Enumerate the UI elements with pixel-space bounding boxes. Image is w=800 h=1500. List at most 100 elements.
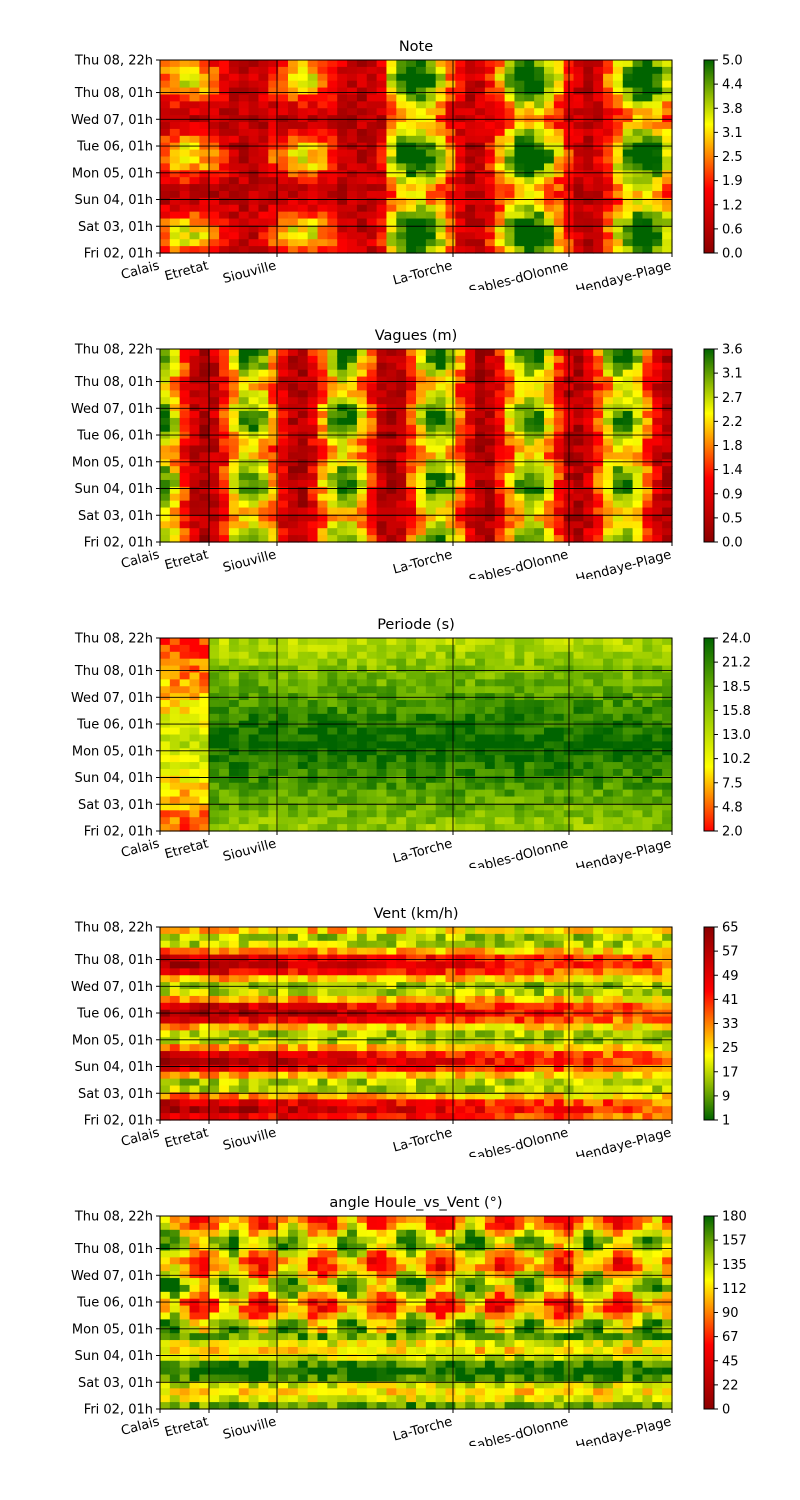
heatmap-cell	[504, 218, 516, 227]
heatmap-cell	[297, 108, 309, 116]
heatmap-cell	[189, 975, 200, 983]
heatmap-cell	[258, 961, 269, 969]
heatmap-cell	[278, 995, 289, 1004]
heatmap-cell	[179, 1044, 191, 1052]
heatmap-cell	[160, 954, 171, 963]
heatmap-cell	[553, 80, 565, 89]
heatmap-cell	[307, 66, 319, 75]
heatmap-cell	[366, 782, 378, 791]
heatmap-cell	[534, 514, 545, 522]
heatmap-cell	[662, 672, 673, 680]
heatmap-cell	[228, 225, 240, 233]
heatmap-cell	[268, 204, 279, 213]
heatmap-cell	[376, 397, 388, 405]
heatmap-cell	[435, 417, 447, 426]
heatmap-cell	[406, 108, 417, 116]
heatmap-cell	[573, 706, 584, 715]
heatmap-cell	[504, 473, 516, 481]
heatmap-cell	[248, 246, 260, 254]
heatmap-cell	[307, 679, 319, 687]
heatmap-cell	[179, 218, 191, 227]
heatmap-cell	[593, 411, 604, 419]
heatmap-cell	[199, 87, 210, 96]
heatmap-cell	[160, 135, 171, 144]
heatmap-cell	[258, 190, 269, 199]
heatmap-cell	[337, 824, 348, 832]
heatmap-cell	[189, 1016, 200, 1025]
heatmap-cell	[553, 672, 565, 680]
heatmap-cell	[219, 459, 230, 467]
heatmap-cell	[248, 686, 260, 694]
heatmap-cell	[593, 204, 604, 213]
heatmap-cell	[553, 128, 565, 137]
heatmap-cell	[465, 122, 476, 130]
heatmap-cell	[258, 995, 269, 1004]
heatmap-cell	[347, 246, 358, 254]
heatmap-cell	[248, 355, 260, 364]
heatmap-cell	[337, 514, 348, 522]
heatmap-cell	[376, 184, 388, 192]
heatmap-cell	[524, 658, 535, 667]
heatmap-cell	[425, 700, 437, 708]
heatmap-cell	[337, 713, 348, 722]
heatmap-cell	[189, 1078, 200, 1087]
heatmap-cell	[347, 762, 358, 770]
heatmap-cell	[179, 445, 191, 453]
heatmap-cell	[573, 225, 584, 233]
heatmap-cell	[209, 961, 220, 969]
heatmap-cell	[504, 204, 516, 213]
heatmap-cell	[278, 706, 289, 715]
heatmap-cell	[534, 362, 545, 371]
heatmap-cell	[376, 665, 388, 674]
heatmap-cell	[228, 824, 240, 832]
heatmap-cell	[534, 232, 545, 240]
heatmap-cell	[573, 817, 584, 825]
heatmap-cell	[366, 706, 378, 715]
heatmap-cell	[228, 528, 240, 536]
heatmap-cell	[209, 197, 220, 206]
heatmap-cell	[347, 500, 358, 509]
heatmap-cell	[179, 1099, 191, 1107]
heatmap-cell	[189, 445, 200, 453]
heatmap-cell	[416, 417, 427, 426]
heatmap-cell	[553, 507, 565, 516]
heatmap-cell	[278, 204, 289, 213]
heatmap-cell	[288, 521, 299, 529]
heatmap-cell	[524, 824, 535, 832]
heatmap-cell	[652, 741, 663, 749]
heatmap-cell	[297, 755, 309, 763]
heatmap-cell	[416, 438, 427, 447]
heatmap-cell	[484, 466, 496, 474]
heatmap-cell	[356, 775, 368, 784]
heatmap-cell	[622, 239, 634, 247]
heatmap-cell	[160, 782, 171, 791]
heatmap-cell	[425, 748, 437, 756]
heatmap-cell	[268, 975, 279, 983]
heatmap-cell	[199, 218, 210, 227]
heatmap-cell	[622, 349, 634, 357]
heatmap-cell	[406, 479, 417, 488]
heatmap-cell	[396, 101, 407, 109]
heatmap-cell	[199, 1037, 210, 1045]
heatmap-cell	[169, 658, 181, 667]
colorbar-tick-label: 1.4	[722, 463, 743, 478]
heatmap-cell	[347, 803, 358, 811]
heatmap-cell	[219, 376, 230, 385]
heatmap-cell	[416, 239, 427, 247]
heatmap-cell	[593, 803, 604, 811]
heatmap-cell	[228, 762, 240, 770]
heatmap-cell	[583, 810, 594, 818]
heatmap-cell	[228, 954, 240, 963]
heatmap-cell	[337, 362, 348, 371]
heatmap-cell	[435, 170, 447, 178]
heatmap-cell	[199, 479, 210, 488]
heatmap-cell	[445, 479, 456, 488]
heatmap-cell	[544, 122, 555, 130]
heatmap-cell	[445, 706, 456, 715]
heatmap-cell	[445, 734, 456, 742]
heatmap-cell	[573, 424, 584, 433]
heatmap-cell	[612, 700, 624, 708]
heatmap-cell	[337, 452, 348, 460]
heatmap-cell	[583, 459, 594, 467]
heatmap-cell	[327, 163, 338, 171]
